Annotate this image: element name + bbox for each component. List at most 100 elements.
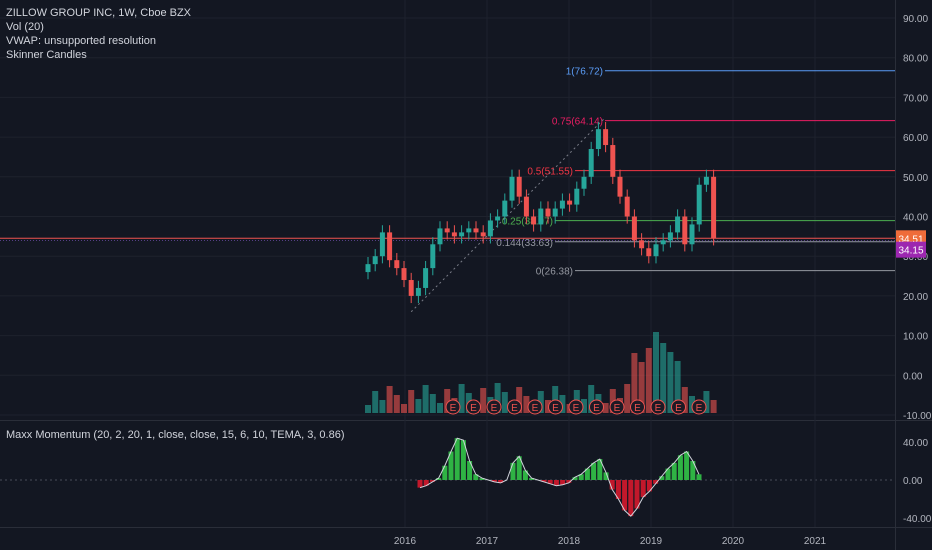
momentum-bar (560, 480, 566, 485)
candle-body (473, 228, 479, 233)
volume-bar (458, 384, 465, 413)
fib-level-label: 0.5(51.55) (527, 167, 573, 178)
earnings-marker (548, 399, 563, 415)
momentum-bar (541, 480, 547, 482)
earnings-marker (671, 399, 686, 415)
momentum-bar (634, 480, 640, 509)
momentum-bar (429, 480, 435, 482)
earnings-marker-label: E (511, 403, 518, 414)
candle-body (423, 268, 429, 288)
candle-body (559, 200, 565, 209)
earnings-marker (609, 399, 625, 415)
momentum-bar (622, 480, 628, 511)
volume-bar (393, 395, 400, 413)
volume-bar (631, 353, 638, 413)
price-tick-label: 40.00 (903, 213, 928, 224)
candle-body (552, 208, 558, 217)
earnings-marker (568, 399, 584, 415)
earnings-marker-label: E (532, 403, 539, 414)
candle-body (394, 260, 400, 269)
volume-bar (437, 403, 443, 413)
candle-body (379, 232, 385, 257)
volume-bar (501, 392, 508, 413)
momentum-bar (584, 468, 590, 480)
momentum-bar (479, 478, 485, 480)
earnings-marker-label: E (450, 403, 457, 414)
momentum-bar (498, 480, 504, 483)
candle-body (538, 208, 544, 225)
volume-bar (638, 362, 645, 413)
volume-bar (703, 391, 710, 413)
momentum-bar (684, 451, 690, 480)
skinner-legend: Skinner Candles (6, 49, 87, 61)
price-tick-label: 60.00 (903, 133, 928, 144)
volume-bar (645, 348, 652, 413)
candle-body (610, 145, 616, 177)
volume-bar (386, 386, 393, 413)
candle-body (567, 200, 573, 205)
fib-level-label: 0.75(64.14) (552, 117, 603, 128)
fib-trend-line (410, 116, 606, 313)
candle-body (365, 264, 371, 273)
candle-body (653, 244, 659, 257)
momentum-bar (603, 472, 609, 480)
volume-bar (494, 383, 501, 413)
candle-body (408, 280, 414, 296)
volume-bar (480, 388, 487, 413)
candle-body (588, 149, 594, 177)
momentum-bar (491, 480, 497, 482)
candle-body (675, 216, 681, 233)
volume-bar (408, 390, 415, 413)
candle-body (495, 216, 501, 221)
earnings-marker-label: E (573, 403, 580, 414)
earnings-marker-label: E (470, 403, 477, 414)
fib-level-label: 0(26.38) (536, 267, 573, 278)
candle-body (437, 228, 443, 245)
momentum-bar (591, 462, 597, 480)
candle-body (639, 240, 645, 249)
momentum-bar (460, 440, 466, 480)
momentum-bar (423, 480, 429, 486)
momentum-tick-label: 0.00 (903, 476, 923, 487)
candle-body (689, 224, 695, 245)
time-tick-label: 2017 (476, 536, 499, 547)
candle-body (603, 129, 609, 146)
earnings-marker (589, 399, 604, 415)
time-tick-label: 2019 (640, 536, 663, 547)
candle-body (545, 208, 551, 217)
candle-body (574, 188, 580, 205)
price-tick-label: 70.00 (903, 93, 928, 104)
second-price-label-bg (896, 241, 926, 258)
price-tick-label: 0.00 (903, 371, 923, 382)
candle-body (509, 176, 515, 201)
momentum-bar (665, 468, 671, 480)
momentum-bar (436, 478, 442, 480)
volume-bar (545, 400, 551, 413)
candle-body (415, 287, 421, 296)
price-tick-label: 50.00 (903, 173, 928, 184)
candle-body (624, 196, 630, 217)
momentum-bar (442, 465, 448, 480)
candle-body (387, 232, 393, 261)
momentum-bar (510, 462, 516, 480)
candle-body (595, 129, 601, 150)
time-tick-label: 2020 (722, 536, 745, 547)
volume-legend: Vol (20) (6, 21, 44, 33)
earnings-marker (486, 399, 502, 415)
momentum-bar (448, 451, 454, 480)
momentum-bar (572, 477, 578, 480)
candle-body (451, 232, 457, 237)
volume-bar (523, 396, 530, 413)
volume-bar (559, 395, 566, 413)
earnings-marker (630, 399, 645, 415)
symbol-title: ZILLOW GROUP INC, 1W, Cboe BZX (6, 7, 192, 19)
candle-body (444, 228, 450, 233)
momentum-tick-label: 40.00 (903, 438, 928, 449)
fib-level-label: 0.144(33.63) (496, 238, 553, 249)
earnings-marker-label: E (593, 403, 600, 414)
momentum-bar (640, 480, 646, 498)
time-tick-label: 2018 (558, 536, 581, 547)
candle-body (401, 268, 407, 281)
momentum-bar (578, 474, 584, 480)
